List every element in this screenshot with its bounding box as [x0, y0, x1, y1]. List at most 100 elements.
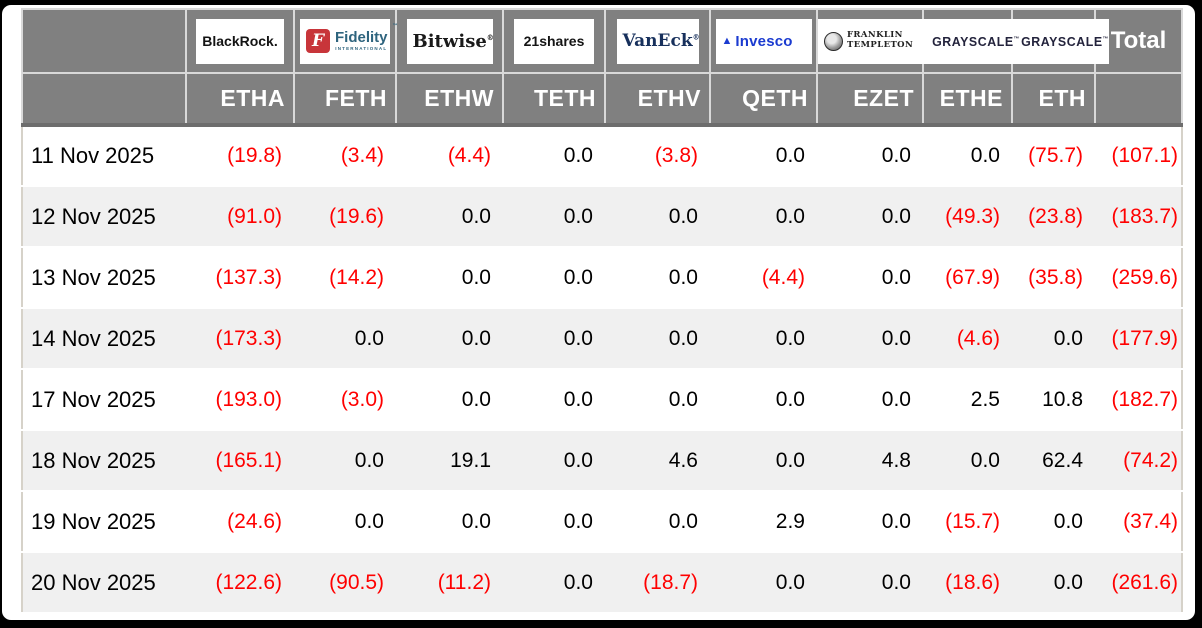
flow-value-ethw: 0.0 — [396, 308, 503, 370]
flow-value-qeth: 0.0 — [710, 186, 817, 248]
flow-value-teth: 0.0 — [503, 369, 605, 431]
ticker-header-eth: ETH — [1011, 72, 1096, 127]
table-row: 11 Nov 2025 (19.8) (3.4) (4.4) 0.0 (3.8) 0.0 0.… — [22, 125, 1182, 187]
provider-header-fidelity: F Fidelity INTERNATIONAL ™ — [293, 8, 398, 74]
provider-header-franklin: FRANKLIN TEMPLETON — [816, 8, 932, 74]
provider-header-grayscale2: GRAYSCALE™ — [1011, 8, 1109, 74]
flow-value-etha: (91.0) — [186, 186, 294, 248]
flow-value-qeth: 0.0 — [710, 552, 817, 614]
flow-value-ethe: (67.9) — [923, 247, 1012, 309]
row-date: 18 Nov 2025 — [22, 430, 186, 492]
21shares-wordmark: 21shares — [523, 33, 585, 49]
flow-value-teth: 0.0 — [503, 552, 605, 614]
flow-value-feth: (3.0) — [294, 369, 396, 431]
row-total: (183.7) — [1095, 186, 1182, 248]
provider-header-bitwise: Bitwise® — [395, 8, 504, 74]
flow-value-ethw: 0.0 — [396, 369, 503, 431]
grayscale-logo: GRAYSCALE™ — [924, 18, 1020, 64]
flow-value-eth: 62.4 — [1012, 430, 1095, 492]
bitwise-registered-mark: ® — [486, 32, 494, 42]
etf-flow-table: BlackRock. F Fidelity INTERNATIONAL ™ Bitwise… — [21, 8, 1183, 614]
date-column-spacer — [21, 72, 187, 127]
flow-value-etha: (165.1) — [186, 430, 294, 492]
row-date: 19 Nov 2025 — [22, 491, 186, 553]
flow-value-ethv: 0.0 — [605, 186, 710, 248]
ticker-header-ezet: EZET — [816, 72, 924, 127]
flow-value-ethw: 0.0 — [396, 186, 503, 248]
flow-value-etha: (137.3) — [186, 247, 294, 309]
flow-value-teth: 0.0 — [503, 125, 605, 187]
row-total: (261.6) — [1095, 552, 1182, 614]
flow-value-qeth: 0.0 — [710, 125, 817, 187]
ticker-header-etha: ETHA — [185, 72, 295, 127]
vaneck-wordmark: VanEck® — [622, 31, 700, 51]
flow-value-etha: (24.6) — [186, 491, 294, 553]
franklin-line1: FRANKLIN — [847, 30, 903, 41]
total-ticker-spacer — [1094, 72, 1183, 127]
invesco-logo: ▲ Invesco — [715, 18, 812, 64]
row-total: (177.9) — [1095, 308, 1182, 370]
flow-value-ezet: 0.0 — [817, 186, 923, 248]
flow-value-ethe: (49.3) — [923, 186, 1012, 248]
flow-value-eth: 0.0 — [1012, 491, 1095, 553]
table-row: 18 Nov 2025 (165.1) 0.0 19.1 0.0 4.6 0.0 4.8 0.0… — [22, 430, 1182, 492]
flow-value-qeth: 2.9 — [710, 491, 817, 553]
row-date: 14 Nov 2025 — [22, 308, 186, 370]
flow-value-qeth: 0.0 — [710, 430, 817, 492]
flow-value-ezet: 0.0 — [817, 125, 923, 187]
flow-value-etha: (19.8) — [186, 125, 294, 187]
flow-value-eth: (23.8) — [1012, 186, 1095, 248]
flow-value-ethe: 0.0 — [923, 125, 1012, 187]
ticker-row: ETHA FETH ETHW TETH ETHV QETH EZET ETHE ETH — [21, 72, 1183, 127]
flow-value-teth: 0.0 — [503, 186, 605, 248]
row-total: (182.7) — [1095, 369, 1182, 431]
fidelity-international-label: INTERNATIONAL — [335, 46, 388, 52]
ticker-header-ethw: ETHW — [395, 72, 504, 127]
provider-logo-row: BlackRock. F Fidelity INTERNATIONAL ™ Bitwise… — [21, 8, 1183, 74]
flow-value-ethe: (4.6) — [923, 308, 1012, 370]
fidelity-text-stack: Fidelity INTERNATIONAL — [335, 30, 388, 52]
franklin-templeton-wordmark: FRANKLIN TEMPLETON — [824, 30, 926, 51]
invesco-name: Invesco — [735, 32, 793, 50]
provider-header-grayscale: GRAYSCALE™ — [922, 8, 1020, 74]
flow-value-ethe: 0.0 — [923, 430, 1012, 492]
flow-value-eth: 10.8 — [1012, 369, 1095, 431]
invesco-mountain-icon: ▲ — [721, 34, 733, 47]
row-date: 12 Nov 2025 — [22, 186, 186, 248]
provider-header-invesco: ▲ Invesco — [709, 8, 818, 74]
franklin-line2: TEMPLETON — [847, 40, 914, 50]
row-total: (107.1) — [1095, 125, 1182, 187]
ticker-header-teth: TETH — [502, 72, 606, 127]
ticker-header-ethe: ETHE — [922, 72, 1013, 127]
flow-value-teth: 0.0 — [503, 247, 605, 309]
flow-value-ethw: (11.2) — [396, 552, 503, 614]
flow-value-ethe: (18.6) — [923, 552, 1012, 614]
flow-value-ezet: 0.0 — [817, 491, 923, 553]
row-date: 13 Nov 2025 — [22, 247, 186, 309]
flow-value-feth: (14.2) — [294, 247, 396, 309]
grayscale-trademark: ™ — [1013, 36, 1020, 43]
flow-value-feth: (90.5) — [294, 552, 396, 614]
flow-value-ezet: 0.0 — [817, 247, 923, 309]
ticker-header-ethv: ETHV — [604, 72, 711, 127]
flow-value-feth: 0.0 — [294, 430, 396, 492]
flow-value-ethv: 0.0 — [605, 491, 710, 553]
ticker-header-feth: FETH — [293, 72, 397, 127]
row-total: (259.6) — [1095, 247, 1182, 309]
grayscale-wordmark: GRAYSCALE™ — [932, 33, 1020, 49]
flow-value-feth: (3.4) — [294, 125, 396, 187]
bitwise-logo: Bitwise® — [406, 18, 494, 64]
provider-header-shares21: 21shares — [502, 8, 606, 74]
flow-value-qeth: (4.4) — [710, 247, 817, 309]
grayscale2-logo: GRAYSCALE™ — [1013, 18, 1109, 64]
blackrock-logo: BlackRock. — [196, 18, 284, 64]
flow-value-ethv: 4.6 — [605, 430, 710, 492]
table-row: 12 Nov 2025 (91.0) (19.6) 0.0 0.0 0.0 0.0 0.0 (4… — [22, 186, 1182, 248]
flow-value-etha: (173.3) — [186, 308, 294, 370]
ticker-header-qeth: QETH — [709, 72, 818, 127]
flow-value-ethv: 0.0 — [605, 247, 710, 309]
flow-value-ezet: 0.0 — [817, 369, 923, 431]
flow-value-etha: (122.6) — [186, 552, 294, 614]
invesco-wordmark: ▲ Invesco — [722, 33, 806, 50]
flow-value-ethe: (15.7) — [923, 491, 1012, 553]
